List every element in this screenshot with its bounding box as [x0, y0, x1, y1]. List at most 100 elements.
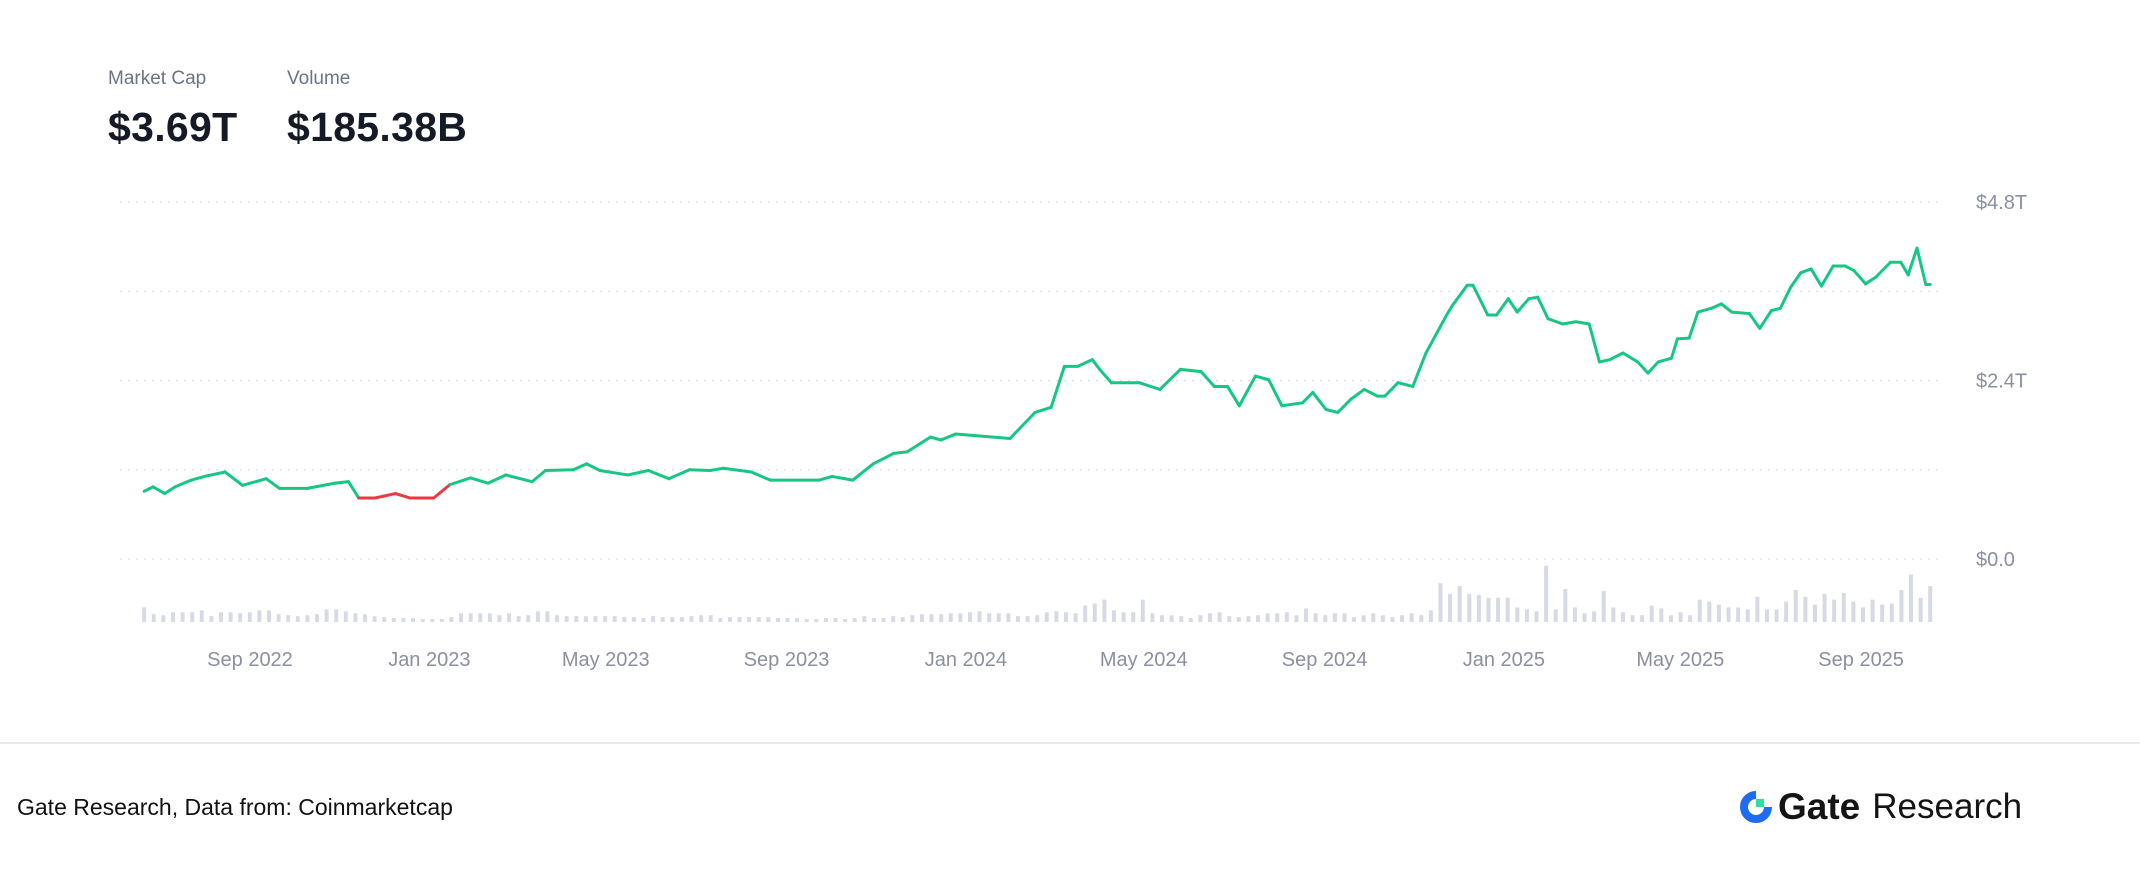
volume-bar: [411, 618, 416, 622]
volume-bar: [1505, 597, 1510, 622]
x-tick-label: May 2025: [1636, 649, 1724, 671]
volume-bar: [766, 617, 771, 622]
line-segment: [1008, 410, 1037, 441]
volume-bar: [977, 611, 982, 622]
x-axis: Sep 2022 Jan 2023 May 2023 Sep 2023 Jan 2024…: [207, 649, 1904, 671]
volume-bar: [564, 616, 569, 622]
line-segment: [1411, 351, 1428, 388]
volume-bar: [1851, 601, 1856, 622]
volume-bar: [334, 609, 339, 622]
volume-bar: [747, 617, 752, 622]
line-segment: [1199, 370, 1216, 388]
volume-bar: [1688, 615, 1693, 622]
volume-bar: [1246, 616, 1251, 622]
volume-bar: [1265, 613, 1270, 622]
line-segment: [264, 477, 281, 490]
footer-divider: [0, 742, 2140, 744]
line-segment: [1049, 364, 1066, 409]
line-segment: [1090, 358, 1102, 371]
line-segment: [626, 468, 650, 477]
volume-bar: [1832, 599, 1837, 622]
line-segment: [346, 480, 361, 500]
volume-bar: [727, 617, 732, 622]
volume-bar: [238, 613, 243, 622]
line-segment: [333, 480, 350, 485]
x-tick-label: Jan 2024: [925, 649, 1007, 671]
line-segment: [1506, 297, 1519, 314]
line-segment: [448, 476, 472, 487]
line-segment: [571, 462, 589, 472]
line-segment: [1311, 390, 1328, 412]
volume-bar: [843, 619, 848, 622]
volume-bar: [1640, 615, 1645, 622]
line-segment: [1687, 310, 1700, 340]
volume-bar: [939, 614, 944, 622]
gate-research-logo: Gate Research: [1738, 786, 2022, 828]
volume-bar: [1745, 609, 1750, 622]
volume-bar: [1121, 612, 1126, 622]
line-segment: [1819, 264, 1835, 288]
volume-bar: [1313, 613, 1318, 622]
volume-bar: [1553, 609, 1558, 622]
line-segment: [749, 470, 772, 482]
line-segment: [373, 492, 398, 500]
line-segment: [432, 483, 452, 500]
x-tick-label: Sep 2022: [207, 649, 293, 671]
volume-value: $185.38B: [287, 104, 468, 150]
volume-bar: [871, 618, 876, 622]
volume-bar: [1236, 617, 1241, 622]
line-segment: [1280, 401, 1305, 408]
volume-bar: [449, 617, 454, 622]
line-segment: [1769, 306, 1782, 313]
line-segment: [688, 468, 712, 472]
volume-bar: [1544, 565, 1549, 622]
line-segment: [598, 468, 630, 477]
volume-bar: [1044, 612, 1049, 622]
line-segment: [1546, 317, 1565, 326]
volume-bar: [1697, 599, 1702, 622]
volume-bar: [1592, 611, 1597, 622]
line-segment: [892, 450, 909, 455]
volume-bar: [1371, 613, 1376, 622]
volume-bar: [478, 613, 483, 622]
volume-bar: [170, 612, 175, 622]
volume-bar: [1899, 589, 1904, 622]
x-tick-label: Sep 2024: [1282, 649, 1368, 671]
line-segment: [1450, 283, 1469, 307]
volume-bar: [1102, 599, 1107, 622]
volume-bar: [1880, 604, 1885, 622]
volume-bar: [1726, 607, 1731, 622]
line-segment: [394, 492, 412, 500]
volume-bar: [1179, 616, 1184, 622]
volume-bar: [151, 614, 156, 622]
volume-bar: [1774, 609, 1779, 622]
line-segment: [1778, 286, 1793, 310]
volume-bar: [247, 612, 252, 622]
line-segment: [1899, 260, 1910, 277]
volume-bar: [372, 616, 377, 622]
volume-bar: [516, 616, 521, 622]
line-segment: [151, 485, 167, 496]
line-segment: [1536, 295, 1550, 321]
volume-bar: [1803, 596, 1808, 622]
line-segment: [1621, 351, 1640, 364]
volume-bar: [1131, 612, 1136, 622]
line-segment: [1915, 246, 1928, 287]
volume-bar: [1409, 613, 1414, 622]
volume-stat: Volume $185.38B: [287, 68, 467, 151]
volume-bar: [497, 615, 502, 622]
line-segment: [1226, 384, 1241, 408]
logo-text: Gate: [1778, 786, 1861, 827]
y-tick-label: $0.0: [1976, 549, 2015, 571]
volume-bar: [948, 613, 953, 622]
volume-bar: [305, 615, 310, 622]
volume-bar: [958, 613, 963, 622]
volume-bar: [1707, 601, 1712, 622]
volume-bar: [142, 607, 147, 622]
volume-bar: [1063, 612, 1068, 622]
line-segment: [1696, 306, 1713, 314]
line-segment: [817, 474, 834, 482]
line-segment: [1383, 381, 1400, 398]
line-segment: [305, 481, 337, 490]
line-segment: [929, 435, 943, 442]
